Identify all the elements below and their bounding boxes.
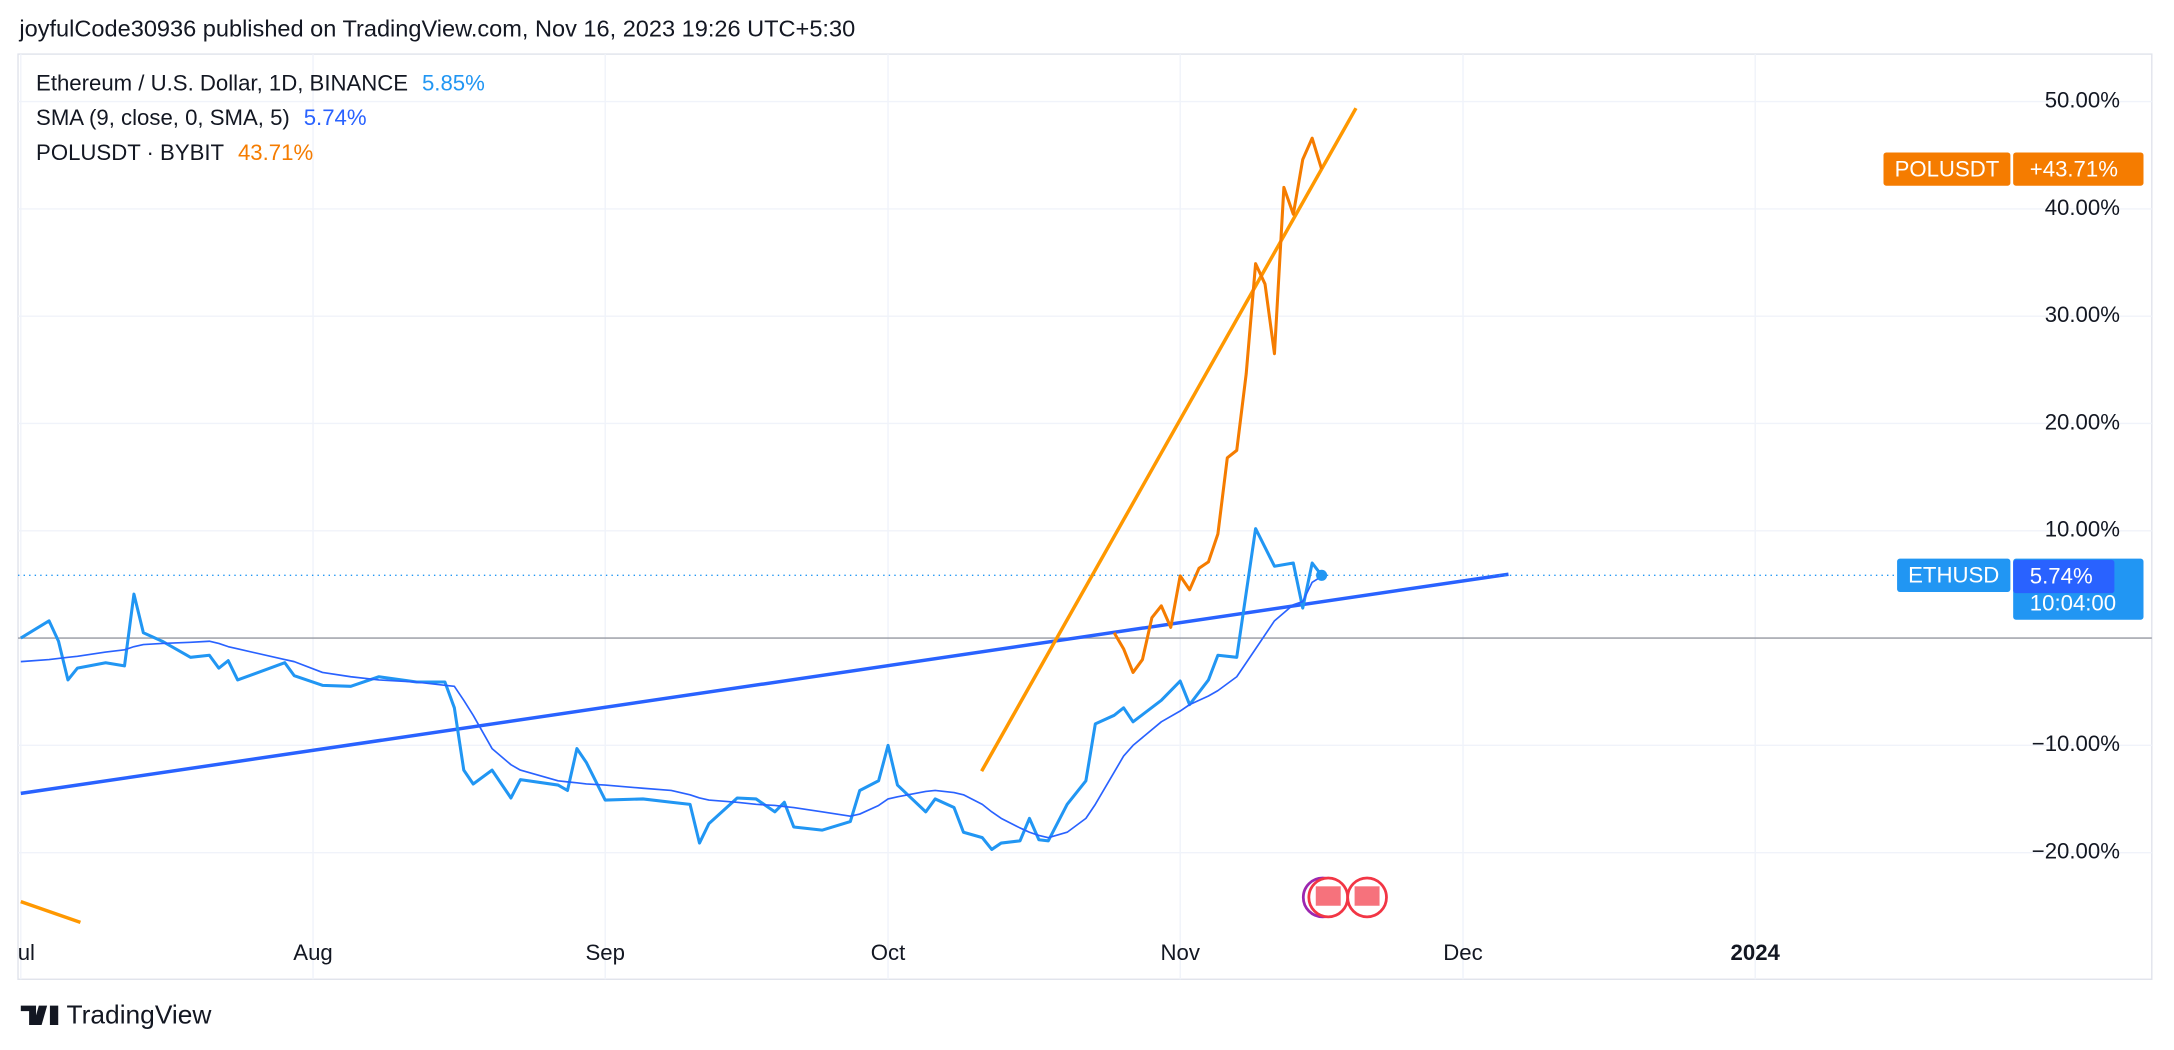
y-tick-label: −20.00% xyxy=(2032,839,2120,864)
flag xyxy=(1354,886,1380,906)
header-text: joyfulCode30936 published on TradingView… xyxy=(18,16,855,42)
logo xyxy=(20,1005,59,1026)
grid: −20.00% −10.00% 10.00% 20.00% 30.00% 40.00% 50… xyxy=(7,54,2152,980)
x-tick-label: 2024 xyxy=(1731,940,1781,965)
x-tick-label: Nov xyxy=(1161,940,1201,965)
y-tick-label: 20.00% xyxy=(2045,409,2120,434)
event-icons xyxy=(1301,876,1388,919)
tag-box xyxy=(2013,152,2144,186)
legend-value: 5.74% xyxy=(304,105,367,130)
legend-name: SMA (9, close, 0, SMA, 5) xyxy=(36,105,290,130)
chart-frame xyxy=(17,53,2153,980)
footer: TradingView xyxy=(20,1000,213,1030)
legend-name: Ethereum / U.S. Dollar, 1D, BINANCE xyxy=(36,70,408,95)
x-tick-label: Aug xyxy=(293,940,332,965)
tag-box xyxy=(1897,558,2011,592)
trend-line xyxy=(980,107,1358,773)
plot-area xyxy=(18,107,1997,925)
series-line xyxy=(20,575,1323,839)
series-line xyxy=(1112,136,1324,674)
x-tick-label: Jul xyxy=(7,940,35,965)
x-tick-label: Dec xyxy=(1443,940,1482,965)
price-tags: ETHUSD+5.85%10:04:005.74%POLUSDT+43.71% xyxy=(1883,152,2144,620)
legend-value: 5.85% xyxy=(422,70,485,95)
tag-value: +43.71% xyxy=(2030,156,2118,181)
y-tick-label: 40.00% xyxy=(2045,195,2120,220)
trend-line xyxy=(20,899,81,925)
last-point xyxy=(1316,569,1328,581)
x-tick-label: Oct xyxy=(871,940,905,965)
series-line xyxy=(20,527,1323,851)
y-tick-label: 30.00% xyxy=(2045,302,2120,327)
tag-box xyxy=(1883,152,2011,186)
x-tick-label: Sep xyxy=(585,940,624,965)
tag-countdown: 10:04:00 xyxy=(2030,590,2116,615)
legend-name: POLUSDT · BYBIT xyxy=(36,140,225,165)
y-tick-label: 10.00% xyxy=(2045,517,2120,542)
flag xyxy=(1315,886,1341,906)
legend: Ethereum / U.S. Dollar, 1D, BINANCE 5.85%… xyxy=(36,70,485,164)
tag-value: 5.74% xyxy=(2030,564,2093,589)
trend-line xyxy=(20,572,1509,796)
tag-box xyxy=(2013,559,2115,594)
tag-symbol: POLUSDT xyxy=(1895,156,2000,181)
y-tick-label: −10.00% xyxy=(2032,731,2120,756)
y-tick-label: 50.00% xyxy=(2045,87,2120,112)
footer-brand: TradingView xyxy=(67,1000,213,1030)
tag-symbol: ETHUSD xyxy=(1908,563,1999,588)
legend-value: 43.71% xyxy=(238,140,313,165)
